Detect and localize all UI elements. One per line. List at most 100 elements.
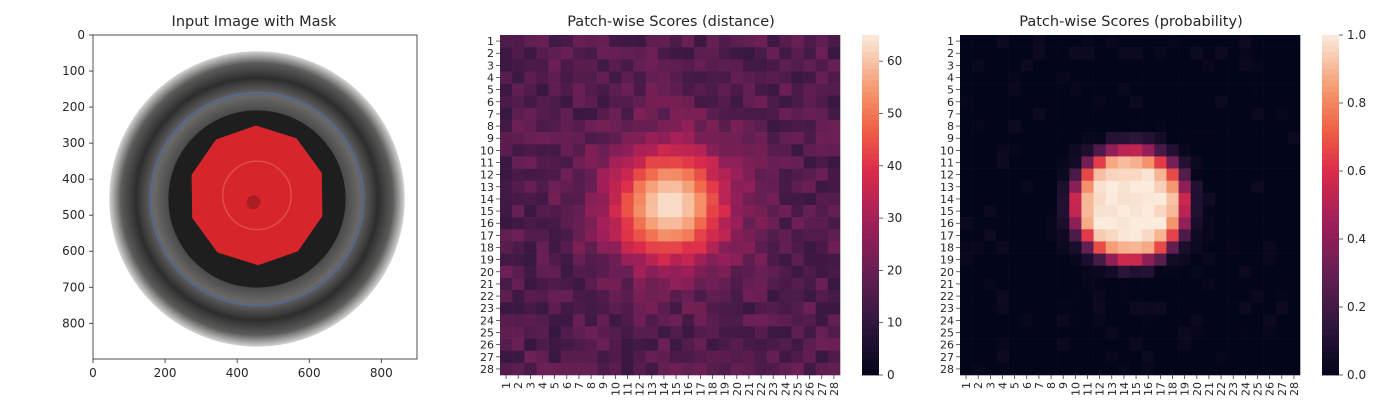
y-tick-label: 2 <box>947 47 954 60</box>
colorbar-segment <box>862 284 879 291</box>
heatmap-cell <box>1190 71 1204 84</box>
colorbar-segment <box>1322 125 1339 132</box>
heatmap-cell <box>1008 95 1022 109</box>
heatmap-cell <box>500 326 513 339</box>
heatmap-cell <box>1166 265 1179 279</box>
heatmap-cell <box>706 168 719 182</box>
heatmap-cell <box>1287 302 1301 315</box>
heatmap-cell <box>1069 156 1082 169</box>
heatmap-cell <box>633 192 647 206</box>
heatmap-cell <box>972 277 985 291</box>
heatmap-cell <box>560 362 574 376</box>
heatmap-cell <box>1227 338 1240 352</box>
heatmap-cell <box>960 205 973 218</box>
heatmap-cell <box>1287 156 1301 169</box>
heatmap-cell <box>1263 192 1277 206</box>
heatmap-cell <box>1275 229 1289 242</box>
heatmap-cell <box>1020 47 1034 60</box>
heatmap-cell <box>1275 144 1289 157</box>
x-tick-label: 26 <box>804 382 817 396</box>
heatmap-cell <box>1227 277 1240 291</box>
heatmap-cell <box>1093 156 1107 169</box>
heatmap-cell <box>585 144 598 157</box>
heatmap-cell <box>767 265 780 279</box>
heatmap-cell <box>1287 253 1301 267</box>
heatmap-cell <box>706 253 719 267</box>
heatmap-cell <box>597 338 610 352</box>
heatmap-cell <box>1142 241 1155 254</box>
colorbar-segment <box>1322 57 1339 64</box>
colorbar-segment <box>862 267 879 274</box>
heatmap-cell <box>791 229 804 242</box>
heatmap-cell <box>1215 205 1228 218</box>
colorbar-segment <box>862 108 879 115</box>
heatmap-cell <box>815 302 829 315</box>
heatmap-cell <box>730 83 744 97</box>
heatmap-cell <box>742 132 756 145</box>
heatmap-cell <box>1178 83 1192 97</box>
heatmap-cell <box>1057 47 1070 60</box>
heatmap-cell <box>536 59 549 72</box>
heatmap-cell <box>524 95 537 109</box>
heatmap-cell <box>597 156 610 169</box>
heatmap-cell <box>1105 302 1119 315</box>
heatmap-cell <box>694 35 707 48</box>
heatmap-cell <box>1020 350 1034 364</box>
heatmap-cell <box>1142 107 1155 121</box>
heatmap-cell <box>984 47 997 60</box>
colorbar-tick-label: 0.6 <box>1347 164 1366 178</box>
heatmap-cell <box>645 192 659 206</box>
heatmap-cell <box>742 253 756 267</box>
heatmap-cell <box>1178 314 1192 327</box>
heatmap-cell <box>694 192 707 206</box>
heatmap-cell <box>500 362 513 376</box>
heatmap-cell <box>779 168 792 182</box>
heatmap-cell <box>996 229 1009 242</box>
y-tick-label: 400 <box>62 172 85 186</box>
heatmap-cell <box>1117 265 1131 279</box>
heatmap-cell <box>1130 95 1143 109</box>
heatmap-cell <box>1093 59 1107 72</box>
heatmap-cell <box>1032 47 1046 60</box>
heatmap-cell <box>755 180 768 194</box>
y-tick-label: 20 <box>480 266 494 279</box>
heatmap-cell <box>791 362 804 376</box>
heatmap-cell <box>657 120 671 133</box>
heatmap-cell <box>512 180 525 194</box>
heatmap-cell <box>972 290 985 303</box>
heatmap-cell <box>524 192 537 206</box>
colorbar-segment <box>862 318 879 325</box>
heatmap-cell <box>779 338 792 352</box>
heatmap-cell <box>1130 107 1143 121</box>
heatmap-cell <box>585 192 598 206</box>
colorbar-segment <box>1322 358 1339 365</box>
heatmap-cell <box>500 265 513 279</box>
heatmap-cell <box>706 314 719 327</box>
distance-heatmap-title: Patch-wise Scores (distance) <box>567 14 775 30</box>
heatmap-cell <box>827 95 841 109</box>
heatmap-cell <box>609 192 622 206</box>
heatmap-cell <box>524 302 537 315</box>
heatmap-cell <box>996 144 1009 157</box>
heatmap-cell <box>755 326 768 339</box>
heatmap-cell <box>572 156 586 169</box>
heatmap-cell <box>1117 253 1131 267</box>
heatmap-cell <box>767 338 780 352</box>
heatmap-cell <box>645 253 659 267</box>
heatmap-cell <box>572 314 586 327</box>
heatmap-cell <box>597 59 610 72</box>
heatmap-cell <box>718 132 732 145</box>
y-tick-label: 7 <box>487 108 494 121</box>
heatmap-cell <box>1227 180 1240 194</box>
heatmap-cell <box>706 35 719 48</box>
heatmap-cell <box>972 47 985 60</box>
heatmap-cell <box>1130 229 1143 242</box>
heatmap-cell <box>1045 95 1058 109</box>
heatmap-cell <box>1069 253 1082 267</box>
heatmap-cell <box>742 47 756 60</box>
y-tick-label: 12 <box>940 169 954 182</box>
heatmap-cell <box>767 180 780 194</box>
heatmap-cell <box>1251 120 1264 133</box>
heatmap-cell <box>694 217 707 230</box>
heatmap-cell <box>1069 71 1082 84</box>
